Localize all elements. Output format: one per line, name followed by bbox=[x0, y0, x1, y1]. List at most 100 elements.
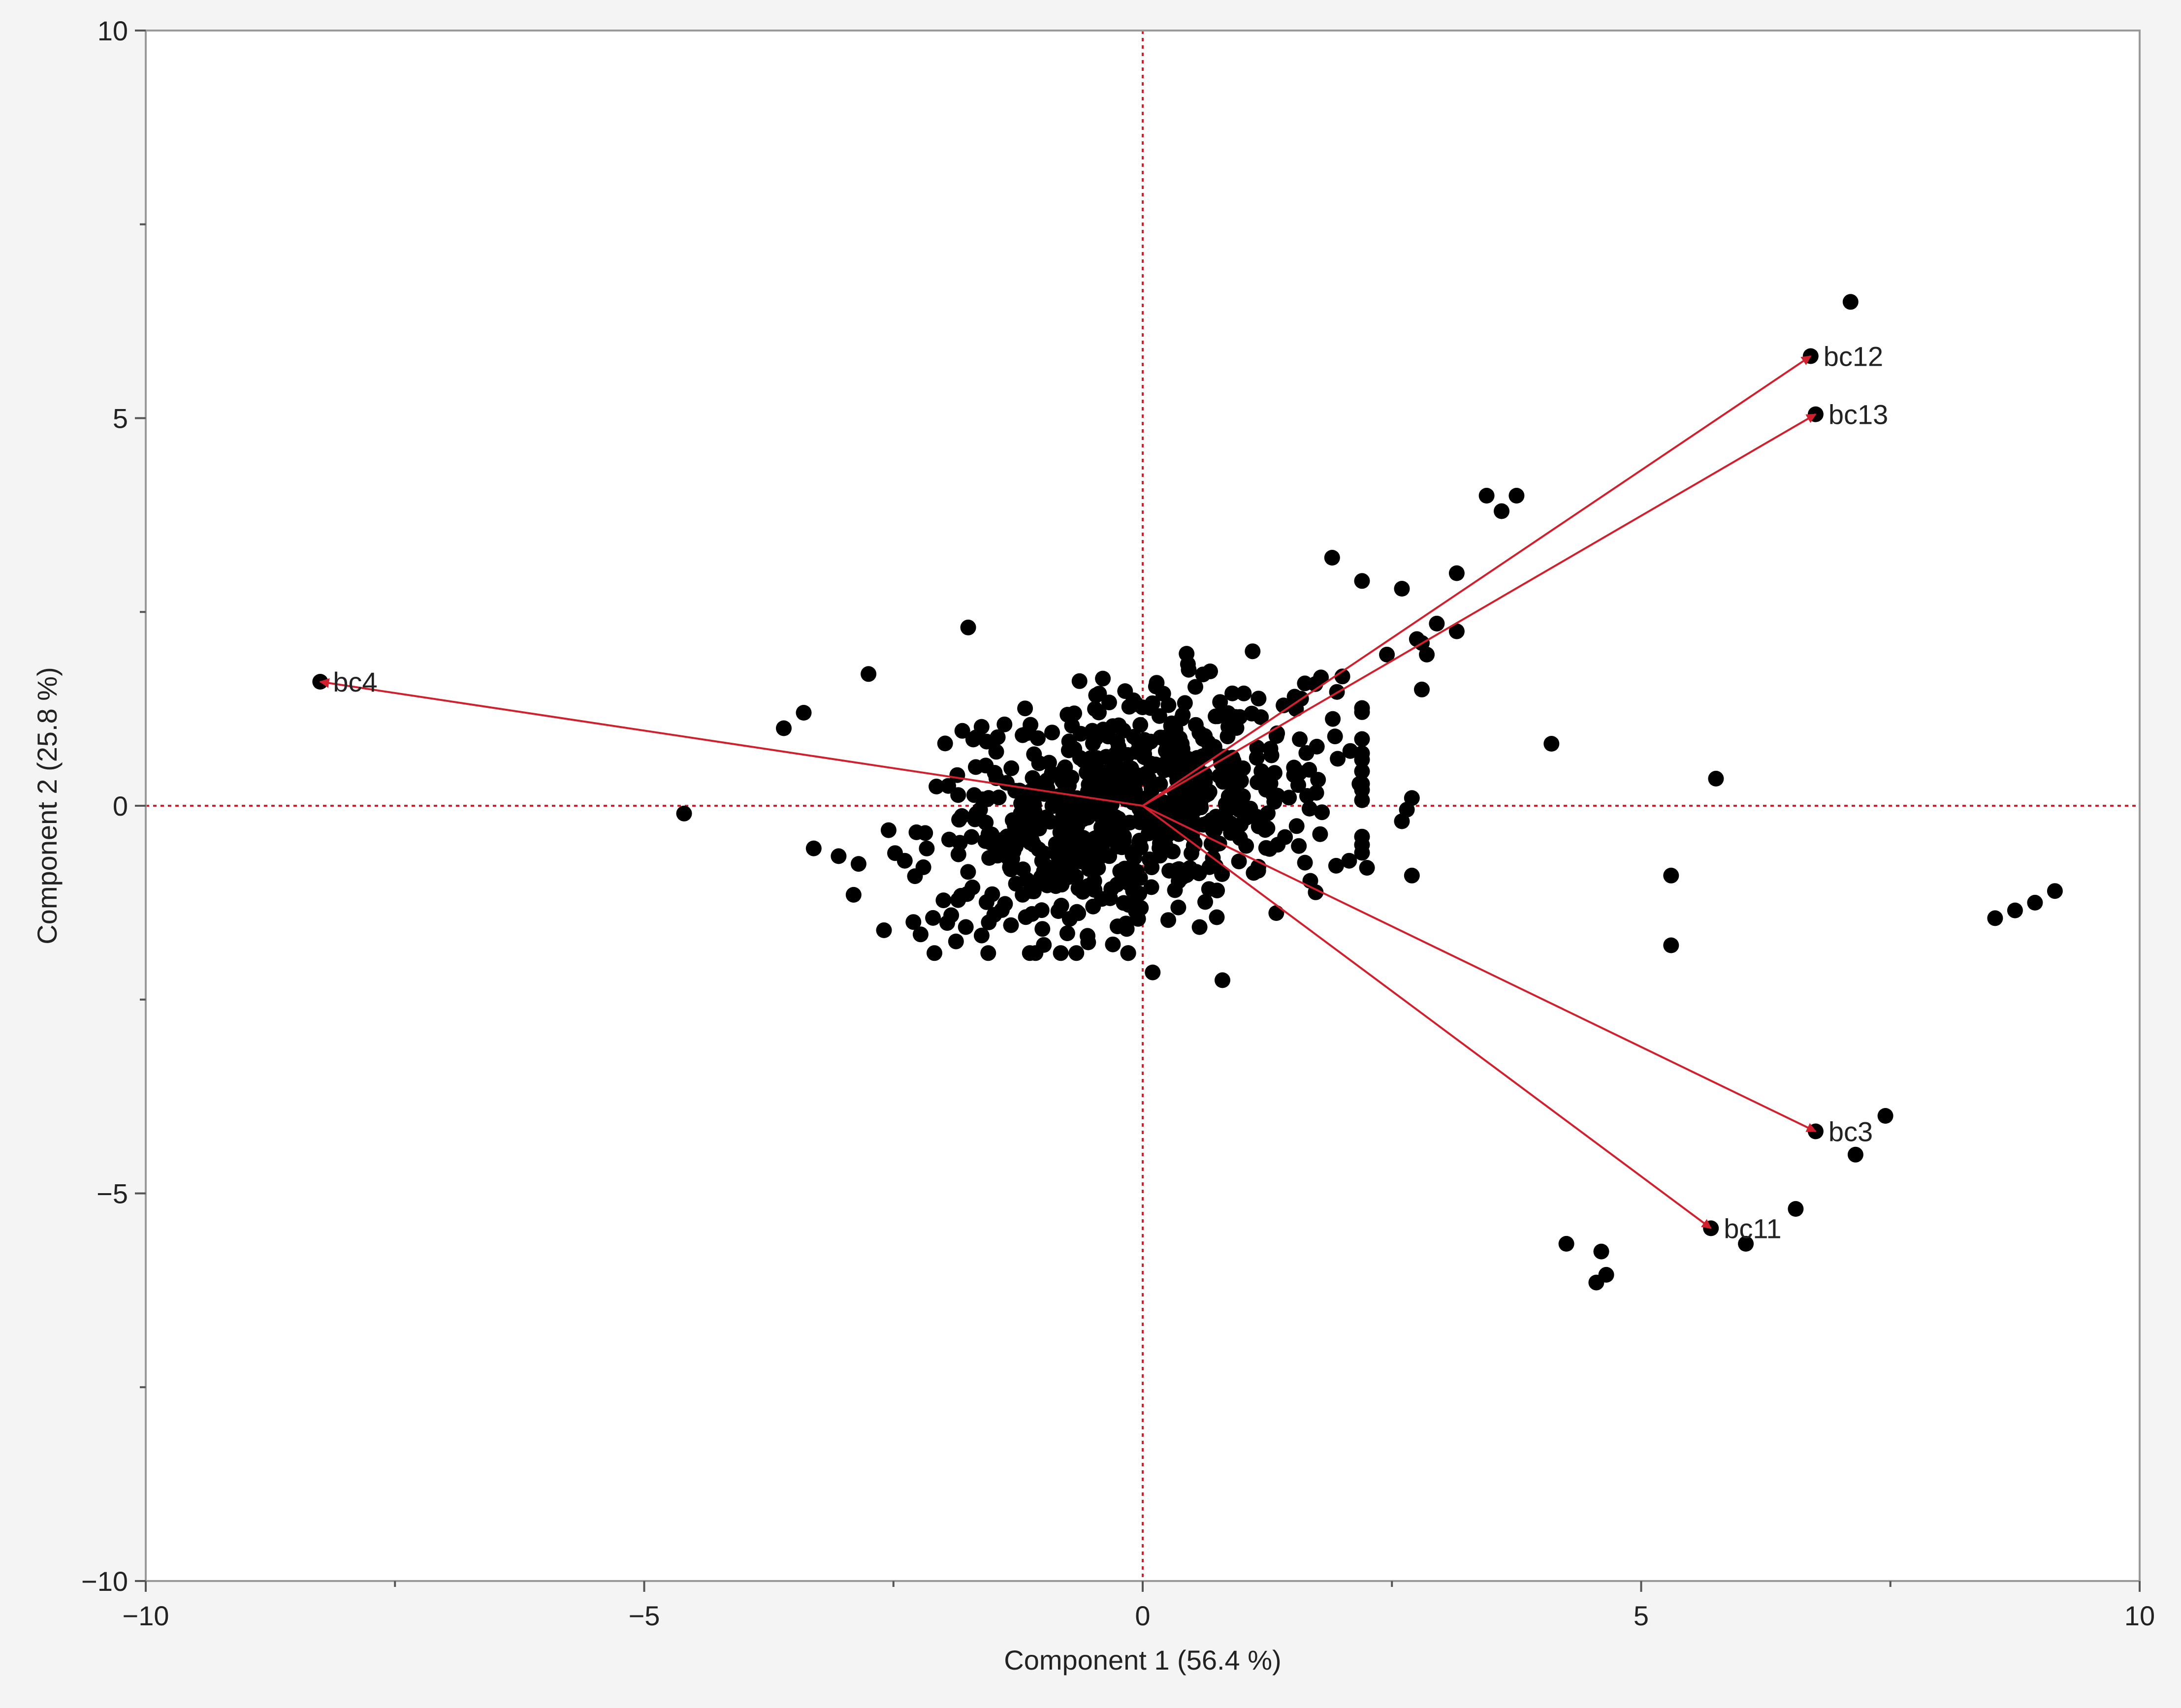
data-point bbox=[1094, 891, 1110, 907]
y-tick-label: −5 bbox=[96, 1178, 128, 1209]
data-point bbox=[1298, 745, 1315, 761]
data-point bbox=[1033, 902, 1050, 918]
data-point bbox=[1327, 728, 1343, 745]
data-point bbox=[1089, 750, 1105, 766]
data-point bbox=[1301, 761, 1317, 778]
data-point bbox=[1288, 818, 1305, 834]
data-point bbox=[1165, 844, 1181, 859]
data-point bbox=[1050, 903, 1066, 919]
data-point bbox=[963, 829, 980, 845]
data-point bbox=[1105, 760, 1121, 776]
data-point bbox=[959, 886, 975, 902]
data-point bbox=[1593, 1243, 1609, 1260]
data-point bbox=[1448, 623, 1465, 639]
data-point bbox=[1195, 666, 1211, 683]
data-point bbox=[905, 914, 922, 930]
data-point bbox=[1105, 936, 1121, 952]
loading-label-bc4: bc4 bbox=[333, 666, 377, 697]
loading-vector-bc4 bbox=[319, 678, 1143, 807]
data-point bbox=[1003, 861, 1019, 878]
data-point bbox=[1069, 790, 1085, 806]
data-point bbox=[907, 868, 923, 885]
data-point bbox=[958, 919, 974, 935]
data-point bbox=[1159, 796, 1176, 812]
data-point bbox=[1160, 912, 1176, 928]
data-point bbox=[1242, 800, 1258, 817]
data-point bbox=[1419, 646, 1435, 663]
data-point bbox=[1244, 705, 1260, 722]
x-tick-label: 5 bbox=[1634, 1600, 1649, 1631]
data-point bbox=[1187, 679, 1203, 695]
data-point bbox=[1068, 868, 1084, 885]
data-point bbox=[1328, 857, 1344, 874]
data-point bbox=[1066, 705, 1082, 722]
data-point bbox=[1262, 741, 1279, 757]
data-point bbox=[805, 840, 822, 856]
data-point bbox=[943, 907, 960, 923]
data-point bbox=[1148, 757, 1164, 773]
data-point bbox=[1177, 695, 1193, 711]
data-point bbox=[1159, 741, 1175, 757]
data-point bbox=[1117, 785, 1133, 801]
data-point bbox=[1312, 826, 1328, 842]
data-point bbox=[1123, 760, 1139, 777]
data-point bbox=[897, 853, 913, 869]
data-point bbox=[951, 812, 967, 828]
x-tick-label: −5 bbox=[629, 1600, 660, 1631]
data-point bbox=[1121, 698, 1137, 715]
data-point bbox=[1148, 825, 1164, 841]
data-point bbox=[676, 805, 692, 822]
data-point bbox=[1087, 764, 1103, 781]
data-point bbox=[880, 822, 897, 838]
data-point bbox=[1256, 768, 1272, 784]
data-point bbox=[1224, 685, 1241, 701]
data-point bbox=[988, 744, 1004, 760]
axis-tick-labels: −10 −5 0 5 10 −10 −5 0 5 10 bbox=[81, 15, 2155, 1631]
data-point bbox=[1011, 783, 1027, 799]
data-point bbox=[980, 945, 996, 961]
data-point bbox=[1169, 728, 1185, 744]
data-point bbox=[1083, 838, 1099, 854]
data-point bbox=[1014, 817, 1030, 833]
data-point bbox=[1268, 728, 1284, 744]
data-point bbox=[1268, 905, 1284, 921]
data-point bbox=[1341, 853, 1357, 869]
data-point bbox=[1041, 755, 1057, 771]
data-point bbox=[1175, 707, 1191, 723]
loading-vector-bc13 bbox=[1142, 413, 1817, 807]
data-point bbox=[1101, 848, 1118, 864]
data-point bbox=[968, 805, 985, 822]
data-point bbox=[1394, 813, 1410, 829]
loading-label-bc12: bc12 bbox=[1824, 341, 1883, 372]
data-point bbox=[1259, 820, 1276, 836]
data-point bbox=[1354, 845, 1370, 861]
data-point bbox=[1200, 734, 1217, 751]
data-point bbox=[1105, 831, 1121, 848]
data-point bbox=[1149, 675, 1165, 691]
data-point bbox=[1232, 830, 1248, 846]
data-point bbox=[1219, 728, 1236, 745]
data-point bbox=[912, 926, 929, 943]
data-point bbox=[2047, 883, 2063, 899]
data-point bbox=[2007, 902, 2023, 918]
data-point bbox=[1192, 796, 1209, 813]
data-point bbox=[1143, 879, 1159, 895]
loading-vector-bc3 bbox=[1142, 805, 1817, 1133]
data-point bbox=[1091, 704, 1107, 721]
data-point bbox=[1026, 746, 1042, 762]
y-tick-label: −10 bbox=[81, 1566, 128, 1597]
loading-vector-bc12 bbox=[1142, 355, 1812, 807]
data-point bbox=[1039, 877, 1055, 893]
data-point bbox=[981, 914, 997, 930]
data-point bbox=[1708, 770, 1724, 787]
data-point bbox=[1558, 1235, 1574, 1252]
data-point bbox=[1330, 751, 1346, 767]
data-point bbox=[919, 840, 935, 856]
data-point bbox=[1017, 700, 1033, 717]
data-point bbox=[861, 666, 877, 682]
data-point bbox=[1144, 695, 1160, 711]
data-point bbox=[1208, 708, 1224, 725]
data-point bbox=[1245, 643, 1261, 660]
data-point bbox=[940, 778, 956, 794]
x-tick-label: 0 bbox=[1135, 1600, 1150, 1631]
